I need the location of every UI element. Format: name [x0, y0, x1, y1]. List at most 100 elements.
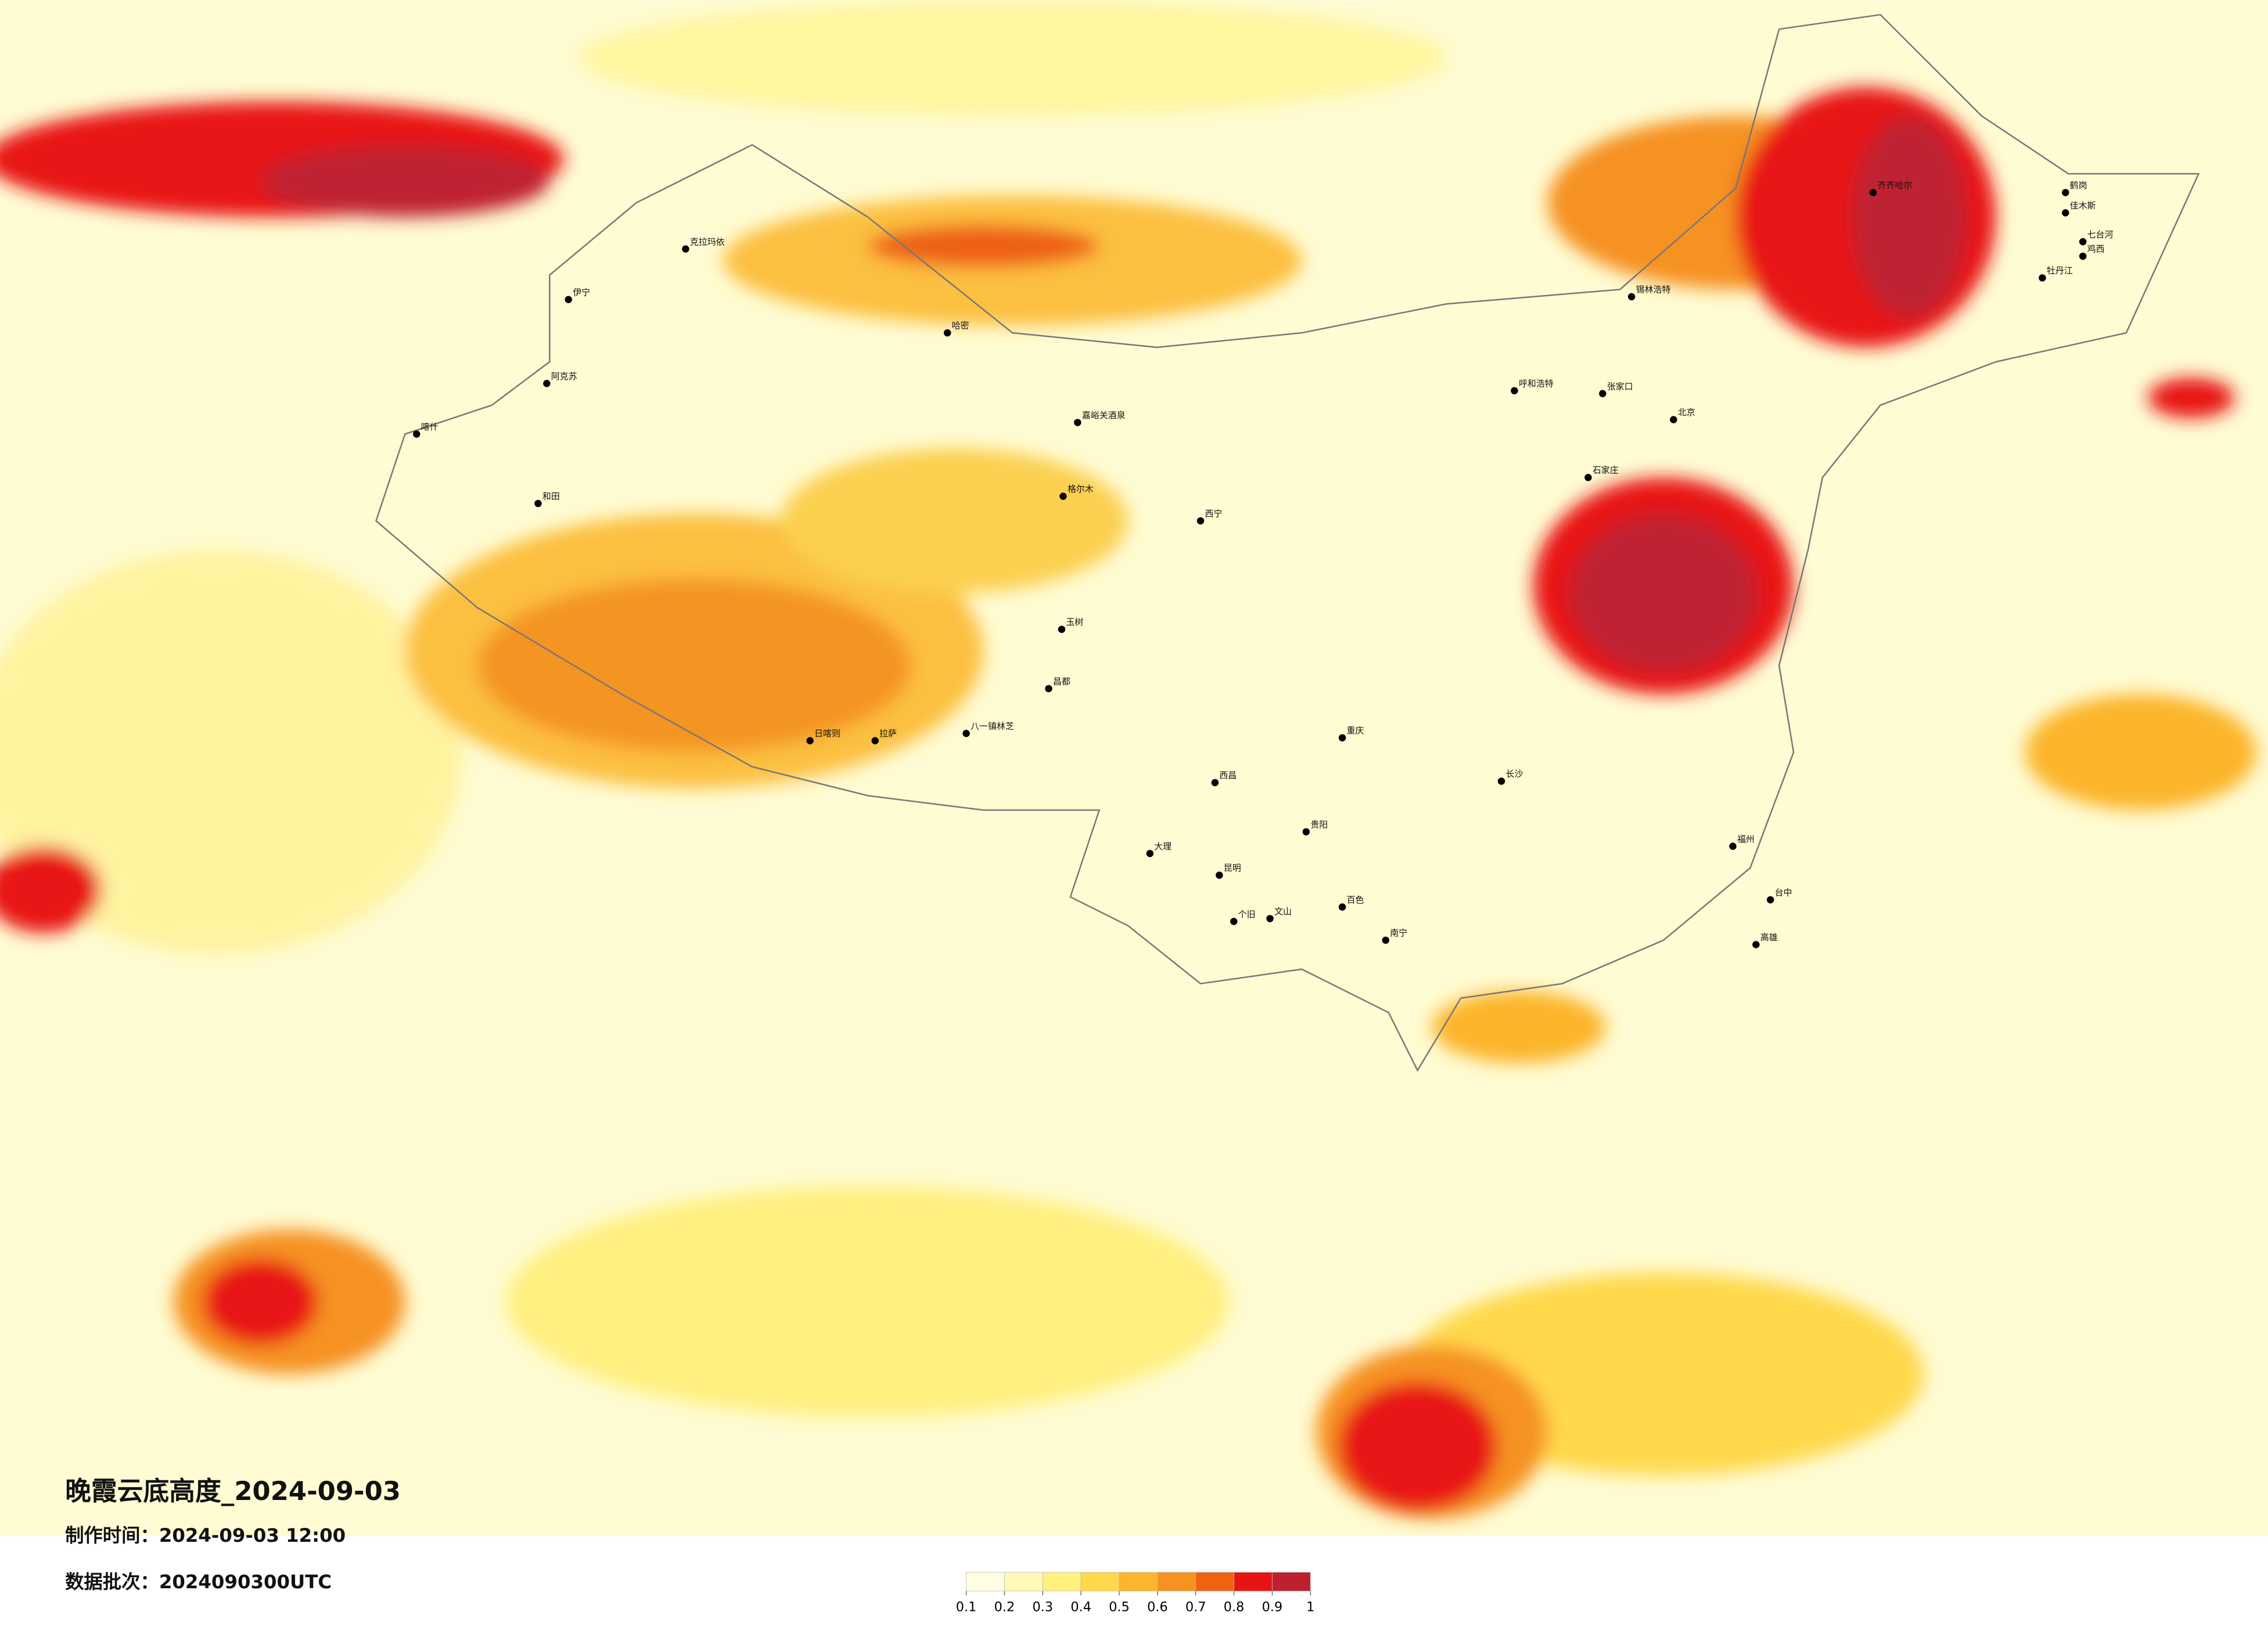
city-label: 大理: [1154, 841, 1171, 851]
colorbar-tick-label: 0.1: [956, 1600, 977, 1615]
city-label: 西宁: [1205, 508, 1223, 519]
city-label: 和田: [542, 491, 560, 502]
colorbar-bin: [1157, 1572, 1196, 1592]
city-label: 台中: [1775, 887, 1792, 898]
city-label: 重庆: [1347, 725, 1364, 736]
city-dot: [1059, 492, 1067, 500]
city-dot: [1497, 777, 1505, 785]
city-dot: [2062, 189, 2069, 196]
city-dot: [1767, 896, 1774, 904]
city-label: 克拉玛依: [690, 236, 725, 247]
colorbar: 0.1 0.2 0.3 0.4 0.5 0.6 0.7 0.8 0.9 1: [956, 1572, 1314, 1615]
city-dot: [871, 737, 879, 744]
city-label: 高雄: [1760, 932, 1778, 942]
city-label: 鹤岗: [2070, 180, 2087, 190]
city-label: 格尔木: [1067, 484, 1094, 494]
city-dot: [1146, 850, 1154, 857]
city-dot: [1338, 734, 1346, 742]
colorbar-tick-label: 0.9: [1262, 1600, 1283, 1615]
city-dot: [565, 296, 572, 304]
colorbar-tick-label: 0.5: [1109, 1600, 1130, 1615]
city-label: 北京: [1678, 407, 1695, 418]
city-label: 阿克苏: [551, 371, 577, 382]
city-dot: [1670, 416, 1677, 423]
city-label: 石家庄: [1593, 465, 1619, 476]
city-label: 牡丹江: [2047, 265, 2073, 276]
city-dot: [1211, 779, 1219, 786]
city-dot: [1599, 390, 1606, 398]
city-label: 伊宁: [573, 287, 590, 297]
city-dot: [543, 380, 551, 387]
city-dot: [944, 329, 951, 337]
colorbar-tick-label: 0.7: [1185, 1600, 1206, 1615]
colorbar-bin: [1272, 1572, 1311, 1592]
city-label: 西昌: [1219, 770, 1237, 780]
city-dot: [1058, 625, 1066, 633]
city-dot: [1752, 941, 1760, 948]
colorbar-tick-label: 0.2: [994, 1600, 1015, 1615]
city-label: 昆明: [1224, 863, 1241, 873]
city-dot: [1302, 828, 1310, 836]
colorbar-bin: [1234, 1572, 1273, 1592]
city-label: 南宁: [1390, 928, 1407, 938]
city-dot: [962, 729, 970, 738]
city-label: 贵阳: [1310, 819, 1328, 830]
map-field: [0, 0, 2268, 1537]
city-label: 喀什: [421, 422, 438, 432]
city-dot: [534, 499, 542, 508]
city-label: 拉萨: [879, 728, 897, 739]
city-label: 鸡西: [2087, 244, 2105, 254]
colorbar-tick-label: 0.8: [1224, 1600, 1245, 1615]
city-dot: [2079, 252, 2087, 260]
city-label: 齐齐哈尔: [1878, 180, 1913, 190]
city-dot: [1338, 903, 1346, 911]
city-label: 佳木斯: [2070, 200, 2096, 211]
city-dot: [1230, 918, 1238, 926]
colorbar-bin: [1042, 1572, 1081, 1592]
city-label: 哈密: [952, 321, 969, 331]
city-dot: [413, 430, 420, 438]
city-dot: [806, 737, 814, 744]
city-label: 昌都: [1053, 676, 1070, 686]
colorbar-tick-label: 1: [1306, 1600, 1314, 1615]
colorbar-bin: [1195, 1572, 1234, 1592]
city-dot: [1045, 685, 1052, 693]
city-dot: [682, 245, 689, 253]
colorbar-tick-label: 0.4: [1070, 1600, 1091, 1615]
city-dot: [1074, 419, 1081, 426]
city-dot: [1216, 871, 1223, 879]
city-label: 百色: [1347, 894, 1364, 905]
city-label: 玉树: [1066, 617, 1083, 627]
city-dot: [2062, 209, 2069, 217]
city-dot: [2039, 274, 2046, 282]
colorbar-tick-label: 0.6: [1147, 1600, 1168, 1615]
city-label: 七台河: [2087, 229, 2114, 240]
city-label: 日喀则: [814, 728, 840, 739]
city-dot: [1729, 843, 1737, 850]
city-dot: [1266, 915, 1274, 923]
city-label: 长沙: [1506, 769, 1523, 779]
city-label: 锡林浩特: [1636, 284, 1671, 294]
city-dot: [1196, 517, 1205, 525]
city-dot: [1627, 293, 1636, 301]
colorbar-bin: [1119, 1572, 1158, 1592]
city-label: 福州: [1737, 834, 1755, 844]
batch: 数据批次：2024090300UTC: [65, 1571, 332, 1593]
city-dot: [1584, 473, 1592, 481]
title: 晚霞云底高度_2024-09-03: [65, 1476, 401, 1506]
city-dot: [1382, 936, 1390, 944]
city-dot: [2079, 238, 2087, 246]
city-label: 文山: [1274, 906, 1292, 916]
city-label: 张家口: [1607, 381, 1633, 391]
city-dot: [1511, 387, 1518, 395]
made-time: 制作时间：2024-09-03 12:00: [65, 1524, 346, 1546]
colorbar-bin: [1004, 1572, 1043, 1592]
city-label: 呼和浩特: [1519, 378, 1554, 388]
city-dot: [1869, 189, 1877, 196]
city-label: 嘉峪关酒泉: [1082, 410, 1126, 420]
colorbar-tick-label: 0.3: [1033, 1600, 1054, 1615]
city-label: 八一镇林芝: [971, 721, 1014, 732]
